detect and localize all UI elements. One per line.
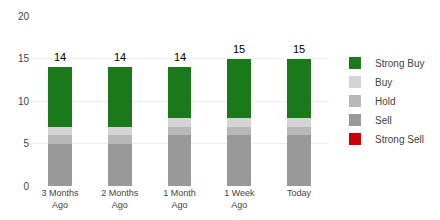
svg-text:20: 20 <box>18 11 30 22</box>
svg-text:Buy: Buy <box>375 77 392 88</box>
svg-text:14: 14 <box>174 51 186 63</box>
svg-text:Today: Today <box>287 188 312 198</box>
svg-text:1 MonthAgo: 1 MonthAgo <box>163 188 196 210</box>
svg-text:10: 10 <box>18 96 30 107</box>
svg-text:5: 5 <box>23 138 29 149</box>
svg-text:Strong Buy: Strong Buy <box>375 58 424 69</box>
svg-text:14: 14 <box>54 51 66 63</box>
svg-text:Hold: Hold <box>375 96 396 107</box>
svg-text:14: 14 <box>114 51 126 63</box>
svg-text:2 MonthsAgo: 2 MonthsAgo <box>101 188 139 210</box>
svg-text:3 MonthsAgo: 3 MonthsAgo <box>41 188 79 210</box>
svg-text:Sell: Sell <box>375 115 392 126</box>
svg-text:1 WeekAgo: 1 WeekAgo <box>224 188 255 210</box>
svg-text:15: 15 <box>18 53 30 64</box>
svg-text:15: 15 <box>233 43 245 55</box>
svg-text:0: 0 <box>23 181 29 192</box>
svg-text:Strong Sell: Strong Sell <box>375 134 424 145</box>
svg-text:15: 15 <box>293 43 305 55</box>
